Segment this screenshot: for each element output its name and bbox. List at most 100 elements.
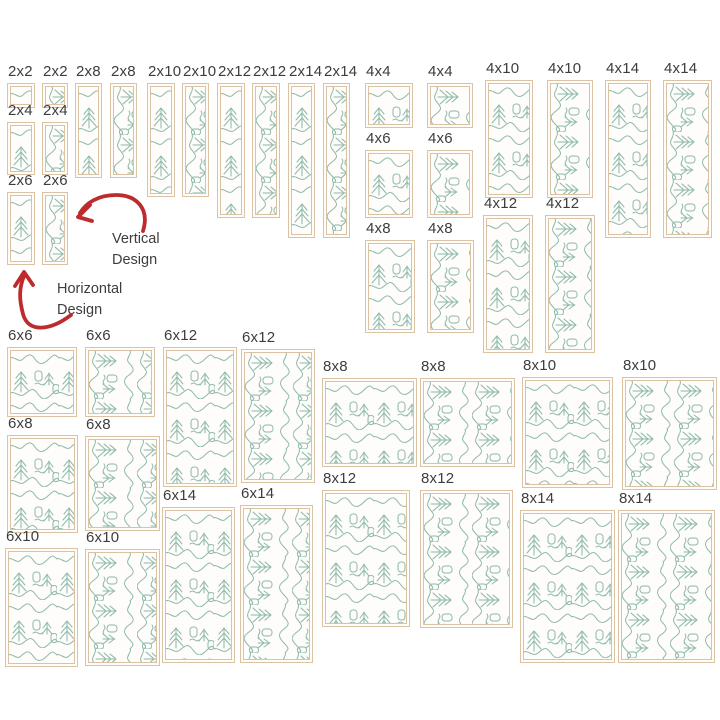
quilt-pattern-swatch [46,126,64,171]
tile-size-label: 2x2 [43,63,68,80]
design-tile-2x14-vertical [323,83,350,238]
tile-size-label: 4x8 [428,220,453,237]
tile-size-label: 2x12 [253,63,287,80]
design-tile-6x8-vertical [85,436,160,531]
quilt-pattern-swatch [431,154,469,214]
design-tile-4x14-vertical [663,80,712,238]
tile-size-label: 8x10 [523,357,557,374]
tile-size-label: 8x10 [623,357,657,374]
quilt-pattern-swatch [46,87,64,104]
tile-size-label: 4x4 [366,63,391,80]
quilt-pattern-swatch [46,196,64,261]
quilt-pattern-swatch [524,514,611,659]
tile-size-label: 4x14 [606,60,640,77]
design-tile-4x10-vertical [547,80,593,198]
tile-size-label: 2x6 [8,172,33,189]
tile-size-label: 2x10 [148,63,182,80]
vertical-design-label: Vertical Design [112,231,160,269]
design-tile-6x6-vertical [85,347,155,417]
tile-size-label: 8x12 [421,470,455,487]
quilt-pattern-swatch [11,196,31,261]
quilt-pattern-swatch [11,126,31,171]
quilt-pattern-swatch [327,87,346,234]
quilt-pattern-swatch [489,84,529,194]
design-tile-8x10-horizontal [522,377,613,488]
quilt-pattern-swatch [424,382,511,463]
quilt-pattern-swatch [622,514,711,659]
quilt-pattern-swatch [9,552,74,663]
design-tile-4x4-horizontal [365,83,413,128]
design-tile-6x10-vertical [85,549,160,666]
quilt-pattern-swatch [166,511,231,659]
quilt-pattern-swatch [11,351,73,413]
quilt-pattern-swatch [292,87,311,234]
tile-size-label: 2x12 [218,63,252,80]
quilt-pattern-swatch [369,154,409,214]
design-tile-2x14-horizontal [288,83,315,238]
design-tile-4x6-vertical [427,150,473,218]
quilt-pattern-swatch [424,494,509,624]
tile-size-label: 6x12 [242,329,276,346]
design-tile-6x10-horizontal [5,548,78,667]
design-tile-4x14-horizontal [605,80,651,238]
design-tile-8x8-horizontal [322,378,417,467]
design-tile-2x4-horizontal [7,122,35,175]
quilt-pattern-swatch [244,509,309,659]
design-tile-6x12-vertical [241,349,315,483]
tile-size-label: 6x10 [86,529,120,546]
quilt-pattern-swatch [431,87,469,124]
design-tile-2x12-vertical [252,83,280,218]
quilt-pattern-swatch [256,87,276,214]
tile-size-label: 2x10 [183,63,217,80]
quilt-pattern-swatch [609,84,647,234]
design-tile-4x10-horizontal [485,80,533,198]
quilt-pattern-swatch [167,351,233,483]
quilt-pattern-swatch [186,87,205,193]
design-tile-2x4-vertical [42,122,68,175]
quilt-pattern-swatch [326,382,413,463]
quilt-pattern-swatch [667,84,708,234]
tile-size-label: 6x14 [241,485,275,502]
tile-size-label: 2x6 [43,172,68,189]
design-tile-2x6-vertical [42,192,68,265]
tile-size-label: 2x8 [111,63,136,80]
tile-size-label: 6x10 [6,528,40,545]
tile-size-label: 2x14 [289,63,323,80]
design-tile-8x12-vertical [420,490,513,628]
tile-size-label: 4x4 [428,63,453,80]
design-tile-4x6-horizontal [365,150,413,218]
design-tile-8x14-vertical [618,510,715,663]
quilt-pattern-swatch [89,351,151,413]
tile-size-label: 8x8 [323,358,348,375]
tile-size-label: 4x6 [428,130,453,147]
tile-size-label: 4x10 [548,60,582,77]
vertical-design-arrow [76,193,147,233]
tile-size-label: 2x8 [76,63,101,80]
tile-size-label: 2x4 [8,102,33,119]
design-tile-4x8-horizontal [365,240,415,333]
quilt-pattern-swatch [549,219,591,349]
tile-size-label: 8x14 [619,490,653,507]
design-tile-8x12-horizontal [322,490,410,627]
horizontal-design-label: Horizontal Design [57,281,123,319]
quilt-pattern-swatch [369,244,411,329]
design-tile-8x8-vertical [420,378,515,467]
design-tile-2x10-horizontal [147,83,175,197]
design-tile-2x8-vertical [110,83,137,178]
quilt-pattern-swatch [551,84,589,194]
design-tile-4x4-vertical [427,83,473,128]
quilt-pattern-swatch [89,440,156,527]
design-tile-2x10-vertical [182,83,209,197]
tile-size-label: 8x8 [421,358,446,375]
quilt-pattern-swatch [245,353,311,479]
design-tile-8x14-horizontal [520,510,615,663]
tile-size-label: 6x8 [8,415,33,432]
tile-size-label: 4x8 [366,220,391,237]
design-tile-2x2-vertical [42,83,68,108]
quilt-pattern-swatch [369,87,409,124]
tile-size-label: 6x8 [86,416,111,433]
tile-size-label: 2x14 [324,63,358,80]
quilt-pattern-swatch [431,244,470,329]
design-tile-2x2-horizontal [7,83,35,108]
design-tile-4x8-vertical [427,240,474,333]
